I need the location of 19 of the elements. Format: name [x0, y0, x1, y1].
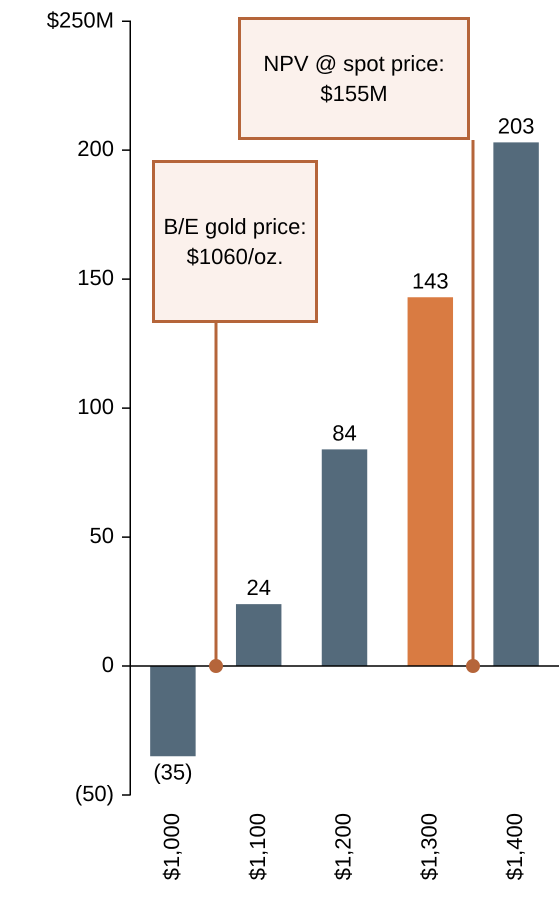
- x-tick-label: $1,200: [330, 813, 356, 880]
- y-tick-label: $250M: [46, 7, 114, 32]
- y-tick-label: 100: [77, 394, 114, 420]
- y-tick-label: (50): [74, 781, 114, 806]
- y-tick-label: 150: [77, 265, 114, 290]
- data-label: 84: [332, 420, 357, 446]
- data-label: 203: [498, 113, 534, 138]
- annotation: NPV @ spot price: $155M: [238, 17, 470, 140]
- data-label: 24: [246, 575, 271, 600]
- x-tick-label: $1,100: [244, 813, 270, 880]
- x-tick-label: $1,300: [416, 813, 442, 880]
- y-tick-label: 50: [90, 523, 114, 548]
- data-label: (35): [153, 759, 192, 784]
- data-label: 143: [412, 268, 449, 294]
- annotation: B/E gold price: $1060/oz.: [152, 160, 318, 323]
- x-tick-label: $1,400: [502, 813, 528, 880]
- x-tick-label: $1,000: [158, 813, 184, 880]
- y-tick-label: 200: [77, 136, 114, 162]
- y-tick-label: 0: [102, 652, 114, 678]
